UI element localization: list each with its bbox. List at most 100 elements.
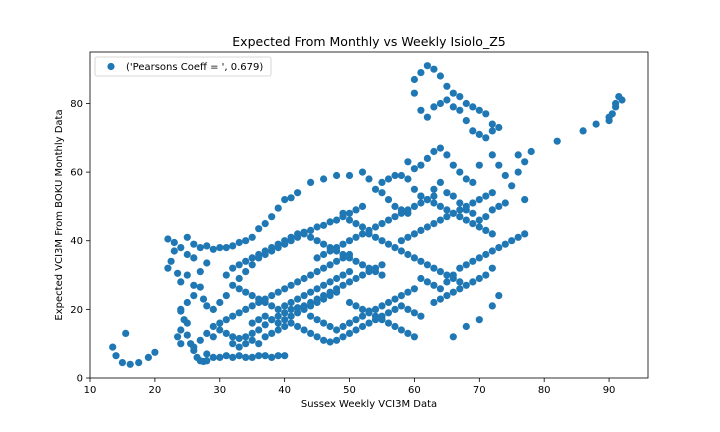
data-point: [384, 319, 393, 327]
data-point: [352, 274, 360, 283]
data-point: [313, 223, 321, 231]
data-point: [281, 316, 289, 324]
data-point: [514, 233, 522, 241]
data-point: [436, 202, 444, 210]
data-point: [229, 242, 237, 250]
data-point: [333, 336, 341, 344]
data-point: [501, 171, 509, 180]
data-point: [333, 216, 341, 224]
data-point: [482, 192, 490, 200]
data-points: [109, 62, 626, 368]
data-point: [339, 209, 347, 217]
data-point: [274, 326, 282, 334]
data-point: [371, 312, 380, 320]
data-point: [320, 250, 328, 259]
data-point: [268, 213, 276, 221]
data-point: [345, 254, 354, 262]
data-point: [222, 271, 230, 279]
data-point: [410, 75, 418, 84]
data-point: [430, 192, 438, 200]
data-point: [482, 226, 490, 234]
data-point: [417, 69, 425, 77]
data-point: [449, 192, 457, 200]
data-point: [378, 271, 386, 279]
data-point: [261, 321, 269, 329]
data-point: [164, 235, 172, 243]
data-point: [203, 302, 211, 310]
data-point: [482, 271, 490, 279]
data-point: [371, 185, 380, 193]
data-point: [391, 322, 399, 331]
data-point: [469, 257, 477, 265]
data-point: [203, 350, 211, 358]
data-point: [475, 316, 483, 324]
data-point: [294, 322, 302, 331]
plot-area: 10 20 30 40 50 60 70 80 90 0 20 40 60 80: [70, 51, 649, 396]
data-point: [333, 274, 341, 283]
y-axis-label: Expected VCI3M From BOKU Monthly Data: [54, 109, 65, 320]
data-point: [287, 305, 295, 313]
data-point: [307, 312, 315, 320]
data-point: [255, 250, 263, 259]
data-point: [514, 151, 522, 159]
data-point: [482, 110, 490, 118]
data-point: [391, 171, 399, 180]
data-point: [274, 204, 282, 212]
data-point: [501, 240, 509, 248]
data-point: [345, 209, 354, 217]
data-point: [404, 175, 412, 183]
y-tick-label: 60: [70, 168, 83, 179]
data-point: [339, 333, 347, 341]
data-point: [521, 230, 529, 238]
data-point: [242, 333, 250, 341]
data-point: [307, 271, 315, 279]
data-point: [430, 65, 438, 73]
data-point: [417, 161, 425, 169]
data-point: [521, 196, 529, 204]
data-point: [488, 127, 496, 135]
data-point: [462, 117, 470, 125]
data-point: [216, 326, 224, 334]
data-point: [371, 305, 380, 313]
data-point: [430, 264, 438, 272]
data-point: [274, 352, 282, 360]
data-point: [423, 62, 431, 70]
data-point: [462, 99, 470, 108]
data-point: [527, 147, 535, 156]
data-point: [196, 336, 204, 344]
data-point: [469, 278, 477, 286]
data-point: [618, 96, 626, 104]
legend-entry: ('Pearsons Coeff = ', 0.679): [126, 62, 263, 73]
legend: ('Pearsons Coeff = ', 0.679): [94, 56, 272, 77]
data-point: [307, 302, 315, 310]
data-point: [229, 353, 237, 361]
data-point: [358, 305, 367, 313]
data-point: [488, 247, 496, 255]
data-point: [384, 309, 393, 317]
data-point: [199, 295, 208, 303]
data-point: [378, 316, 386, 324]
data-point: [229, 333, 237, 341]
data-point: [384, 216, 393, 224]
data-point: [482, 134, 490, 142]
data-point: [397, 206, 405, 214]
data-point: [410, 202, 418, 210]
data-point: [307, 233, 315, 241]
data-point: [235, 238, 243, 247]
data-point: [436, 216, 444, 224]
data-point: [495, 161, 503, 169]
data-point: [462, 175, 470, 183]
data-point: [339, 281, 347, 289]
data-point: [378, 302, 386, 310]
data-point: [352, 220, 360, 228]
data-point: [358, 312, 367, 320]
data-point: [391, 305, 399, 313]
data-point: [313, 254, 321, 262]
data-point: [449, 103, 457, 111]
data-point: [345, 319, 354, 327]
data-point: [307, 178, 315, 186]
data-point: [333, 244, 341, 252]
data-point: [229, 264, 237, 272]
data-point: [229, 281, 237, 289]
x-tick-label: 10: [84, 385, 97, 396]
